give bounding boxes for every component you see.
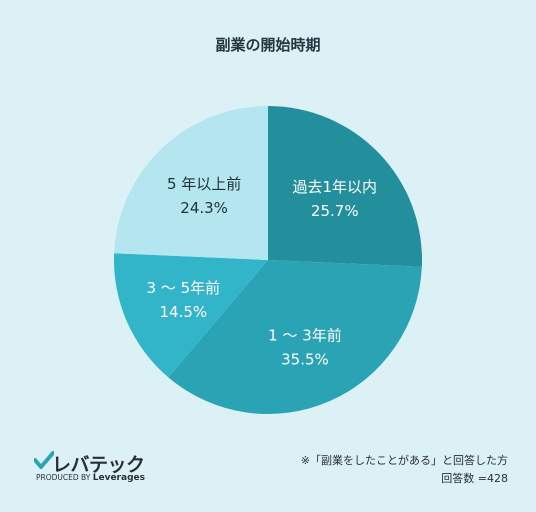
logo-sub-brand: Leverages: [92, 473, 145, 483]
logo-name: レバテック: [52, 454, 145, 476]
check-icon: [34, 451, 54, 469]
logo: レバテック PRODUCED BY Leverages: [34, 448, 145, 488]
slice-label-2: 3 ～ 5年前: [147, 279, 221, 297]
pie-slice-2: [113, 253, 268, 378]
pie-labels: 過去1年以内 25.7% 1 ～ 3年前 35.5% 3 ～ 5年前 14.5% 5 年以上…: [147, 175, 378, 368]
footnote-line1: ※「副業をしたことがある」と回答した方: [300, 454, 508, 467]
slice-label-1: 1 ～ 3年前: [268, 327, 342, 345]
logo-tagline: PRODUCED BY Leverages: [36, 473, 145, 483]
pie-slice-1: [168, 260, 422, 414]
slice-value-1: 35.5%: [281, 351, 329, 369]
pie-slices: [113, 106, 423, 414]
slice-value-2: 14.5%: [159, 303, 207, 321]
logo-sub-prefix: PRODUCED BY: [36, 473, 91, 482]
chart-title: 副業の開始時期: [215, 36, 321, 54]
slice-value-3: 24.3%: [180, 199, 228, 217]
slice-value-0: 25.7%: [311, 202, 359, 220]
slice-label-3: 5 年以上前: [167, 175, 241, 193]
footnote: ※「副業をしたことがある」と回答した方 回答数 =428: [301, 452, 508, 488]
pie-slice-3: [114, 106, 268, 260]
footnote-line2: 回答数 =428: [441, 472, 508, 485]
pie-slice-0: [268, 106, 423, 267]
slice-label-0: 過去1年以内: [292, 178, 377, 196]
